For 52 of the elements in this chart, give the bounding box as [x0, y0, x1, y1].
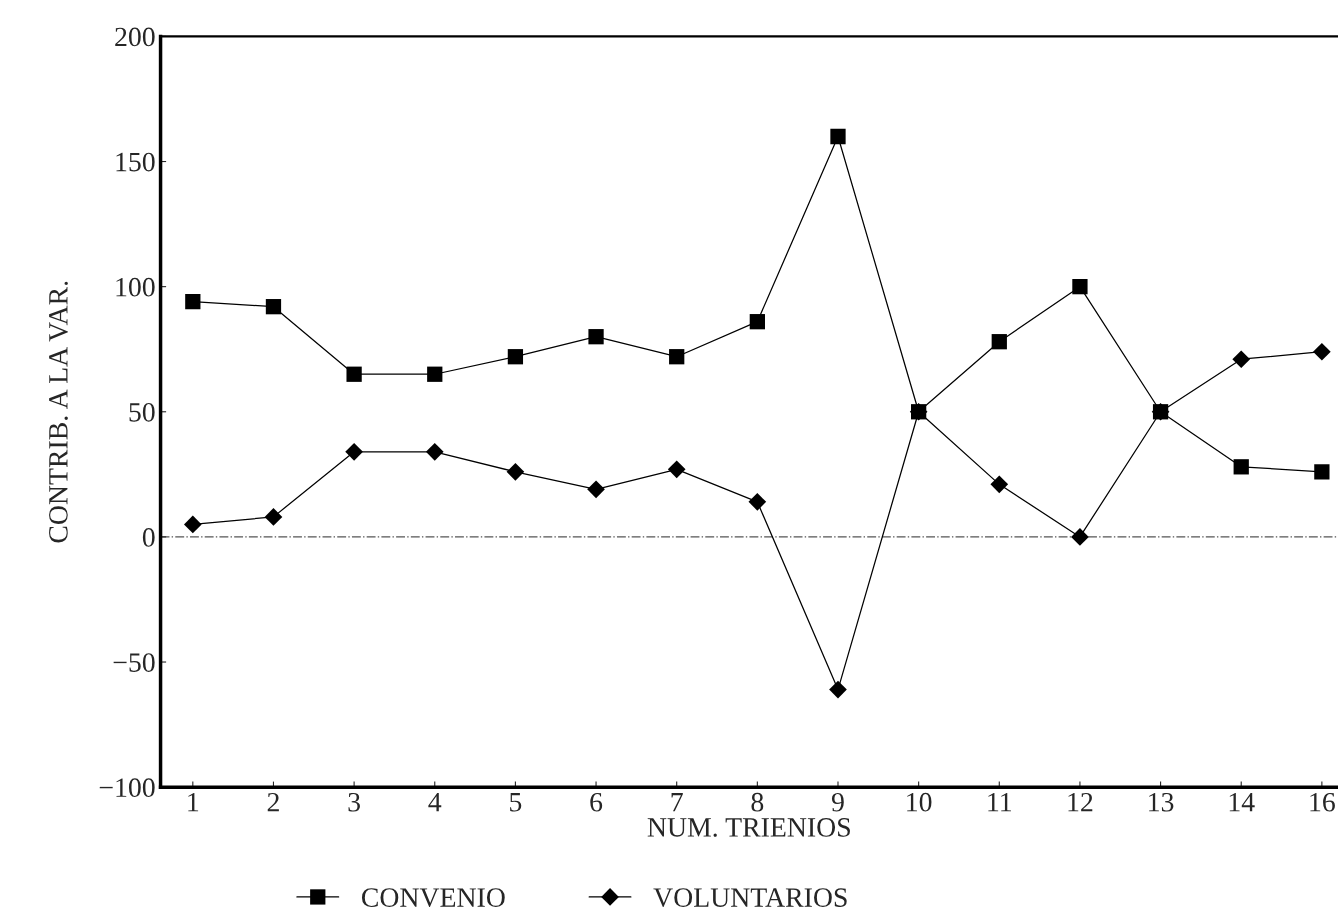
y-tick-label: 50	[129, 402, 155, 422]
point	[345, 442, 363, 461]
x-tick-label: 14	[1229, 792, 1255, 812]
point	[991, 334, 1007, 350]
y-tick-label: 150	[116, 152, 155, 172]
point	[749, 314, 765, 330]
point	[185, 294, 201, 310]
x-tick-label: 8	[751, 792, 764, 812]
y-tick-label: 100	[116, 277, 155, 297]
legend-label: CONVENIO	[361, 888, 505, 908]
point	[425, 442, 444, 461]
point	[990, 475, 1009, 494]
point	[1232, 350, 1251, 369]
point	[506, 463, 525, 481]
x-tick-label: 11	[988, 792, 1011, 812]
x-tick-label: 16	[1310, 792, 1335, 812]
y-tick-label: −50	[113, 653, 155, 672]
point	[346, 366, 362, 382]
point	[183, 515, 202, 534]
y-tick-label: −100	[99, 778, 155, 798]
x-tick-label: 12	[1068, 792, 1093, 812]
point	[1072, 279, 1088, 295]
y-tick-label: 200	[115, 27, 155, 47]
x-tick-label: 6	[590, 792, 603, 812]
point	[829, 680, 847, 699]
point	[667, 460, 686, 479]
point	[830, 128, 846, 145]
point	[264, 508, 283, 526]
x-tick-label: 13	[1149, 792, 1174, 812]
y-axis-title: CONTRIB. A LA VAR.	[49, 281, 68, 543]
x-tick-label: 4	[428, 793, 442, 812]
y-tick-label: 0	[142, 528, 155, 547]
x-tick-label: 7	[671, 793, 683, 812]
x-axis-title: NUM. TRIENIOS	[647, 818, 850, 837]
point	[1071, 528, 1089, 546]
point	[587, 480, 605, 499]
point	[588, 329, 604, 345]
point	[669, 349, 685, 365]
point	[507, 349, 524, 365]
point	[1313, 342, 1331, 361]
legend-label: VOLUNTARIOS	[653, 888, 847, 908]
x-tick-label: 5	[510, 793, 522, 812]
point	[265, 299, 282, 315]
x-tick-label: 1	[188, 792, 199, 812]
point	[1233, 459, 1249, 475]
x-tick-label: 9	[831, 792, 844, 812]
point	[1314, 464, 1330, 480]
point	[427, 366, 443, 382]
x-tick-label: 2	[267, 792, 279, 812]
x-tick-label: 10	[907, 792, 932, 812]
point	[748, 493, 767, 511]
x-tick-label: 3	[348, 792, 360, 812]
